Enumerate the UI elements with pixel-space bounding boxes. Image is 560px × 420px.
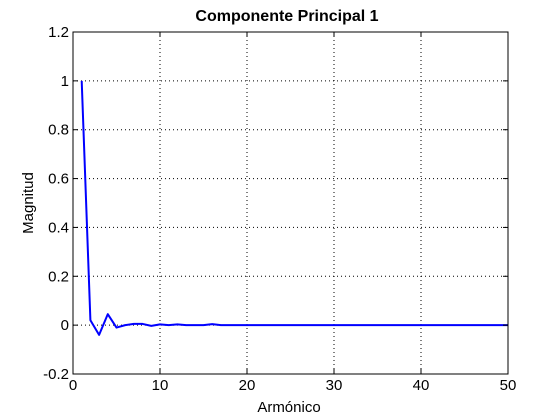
y-tick-label: 0.8	[48, 122, 69, 139]
x-tick-label: 40	[413, 377, 430, 394]
axes-frame	[72, 31, 509, 375]
y-tick-label: 1.2	[48, 24, 69, 41]
plot-area	[73, 32, 508, 374]
x-tick-label: 30	[326, 377, 343, 394]
y-axis-label: Magnitud	[20, 172, 37, 234]
axis-ticks: 0 10 20 30 40 50-0.200.20.40.60.811.2	[43, 24, 516, 394]
y-tick-label: 0.4	[48, 219, 69, 236]
x-tick-label: 20	[239, 377, 256, 394]
series-layer	[80, 80, 508, 336]
y-tick-label: 0.2	[48, 268, 69, 285]
y-tick-label: 1	[61, 73, 69, 90]
x-axis-label: Armónico	[257, 399, 320, 416]
y-tick-label: 0.6	[48, 171, 69, 188]
chart-title: Componente Principal 1	[195, 8, 378, 25]
y-tick-label: 0	[61, 317, 69, 334]
series-line	[80, 80, 508, 336]
x-tick-label: 50	[500, 377, 517, 394]
x-tick-label: 0	[69, 377, 77, 394]
x-tick-label: 10	[152, 377, 169, 394]
y-tick-label: -0.2	[43, 366, 69, 383]
